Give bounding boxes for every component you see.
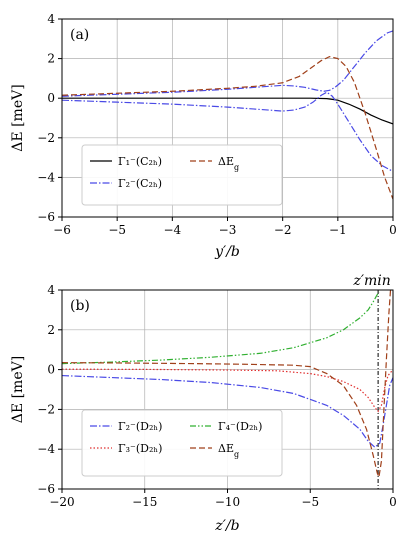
x-tick-label: −20 xyxy=(49,495,74,509)
y-axis-label: ΔE [meV] xyxy=(10,356,26,423)
series-line-2 xyxy=(62,291,380,365)
y-tick-label: −4 xyxy=(37,442,55,456)
x-tick-label: 0 xyxy=(389,223,397,237)
legend-label-0: Γ₂⁻(D₂ₕ) xyxy=(118,420,162,433)
legend-label-3: ΔEg xyxy=(218,442,239,459)
series-line-0 xyxy=(62,374,393,448)
x-tick-label: −6 xyxy=(53,223,71,237)
series-line-1 xyxy=(62,30,393,172)
y-tick-label: 0 xyxy=(47,363,55,377)
y-tick-label: 2 xyxy=(47,323,55,337)
x-tick-label: −1 xyxy=(329,223,347,237)
y-tick-label: 4 xyxy=(47,12,55,26)
x-tick-label: 0 xyxy=(389,495,397,509)
x-axis-label: y′/b xyxy=(214,244,240,260)
legend-label-0: Γ₁⁻(C₂ₕ) xyxy=(118,155,162,168)
legend-box xyxy=(81,144,283,206)
x-tick-label: −10 xyxy=(215,495,240,509)
x-tick-label: −15 xyxy=(132,495,157,509)
y-tick-label: 4 xyxy=(47,283,55,297)
y-tick-label: −2 xyxy=(37,131,55,145)
panel-a: −6 −5 −4 −3 −2 −1 0 −6 −4 −2 0 2 4 y′/b ΔE [meV] (a) Γ₁⁻… xyxy=(10,12,397,260)
legend-label-1: Γ₂⁻(C₂ₕ) xyxy=(118,177,162,190)
zmin-annotation: z′min xyxy=(352,273,390,289)
legend-box xyxy=(81,409,283,477)
x-tick-label: −3 xyxy=(219,223,237,237)
panel-label: (a) xyxy=(70,27,89,43)
legend-label-2: Γ₄⁻(D₂ₕ) xyxy=(218,420,262,433)
series-line-0 xyxy=(62,97,393,125)
y-axis-label: ΔE [meV] xyxy=(10,84,26,151)
series-line-3 xyxy=(62,290,392,480)
panel-label: (b) xyxy=(70,298,90,314)
x-tick-label: −5 xyxy=(108,223,126,237)
y-tick-label: −6 xyxy=(37,210,55,224)
y-tick-label: −6 xyxy=(37,482,55,496)
legend-label-2: ΔEg xyxy=(218,155,239,172)
x-axis-label: z′/b xyxy=(214,518,239,534)
x-tick-label: −2 xyxy=(274,223,292,237)
x-tick-label: −5 xyxy=(301,495,319,509)
series-line-2 xyxy=(62,55,393,200)
y-tick-label: −4 xyxy=(37,170,55,184)
series-line-1 xyxy=(62,368,393,413)
y-tick-label: 0 xyxy=(47,91,55,105)
x-tick-label: −4 xyxy=(163,223,181,237)
y-tick-label: 2 xyxy=(47,52,55,66)
legend-label-1: Γ₃⁻(D₂ₕ) xyxy=(118,442,162,455)
y-tick-label: −2 xyxy=(37,402,55,416)
